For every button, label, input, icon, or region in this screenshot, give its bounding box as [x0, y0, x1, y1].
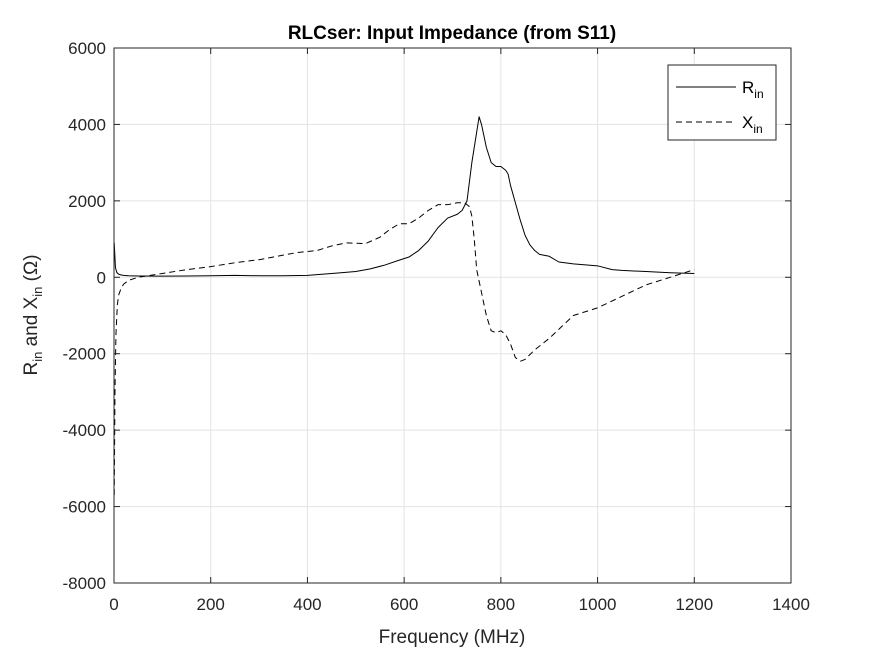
x-tick-label: 1400: [772, 595, 810, 614]
y-tick-label: -4000: [63, 421, 106, 440]
x-tick-label: 400: [293, 595, 321, 614]
legend-label-xin: Xin: [742, 113, 763, 136]
x-tick-label: 0: [109, 595, 118, 614]
series-line-rin: [113, 116, 695, 277]
x-tick-label: 200: [197, 595, 225, 614]
axes-box: [113, 47, 792, 584]
x-axis-label: Frequency (MHz): [379, 627, 526, 648]
legend-box: [667, 64, 777, 141]
y-tick-label: 6000: [68, 39, 106, 58]
y-tick-label: -6000: [63, 498, 106, 517]
y-tick-label: -8000: [63, 574, 106, 593]
legend-label-rin: Rin: [742, 78, 764, 101]
y-tick-label: 2000: [68, 192, 106, 211]
x-tick-label: 1200: [675, 595, 713, 614]
y-tick-label: 4000: [68, 115, 106, 134]
y-tick-label: 0: [97, 268, 106, 287]
chart-title: RLCser: Input Impedance (from S11): [288, 23, 616, 44]
series-layer: [113, 116, 695, 496]
x-tick-label: 1000: [579, 595, 617, 614]
legend: Rin Xin: [667, 64, 777, 141]
series-line-xin: [113, 202, 695, 496]
tick-layer: 0 200 400 600 800 1000 1200 1400 -8000 -6000 -4000…: [63, 39, 810, 614]
x-tick-label: 600: [390, 595, 418, 614]
x-tick-label: 800: [487, 595, 515, 614]
y-axis-label: Rin and Xin (Ω): [21, 254, 45, 375]
y-tick-label: -2000: [63, 345, 106, 364]
